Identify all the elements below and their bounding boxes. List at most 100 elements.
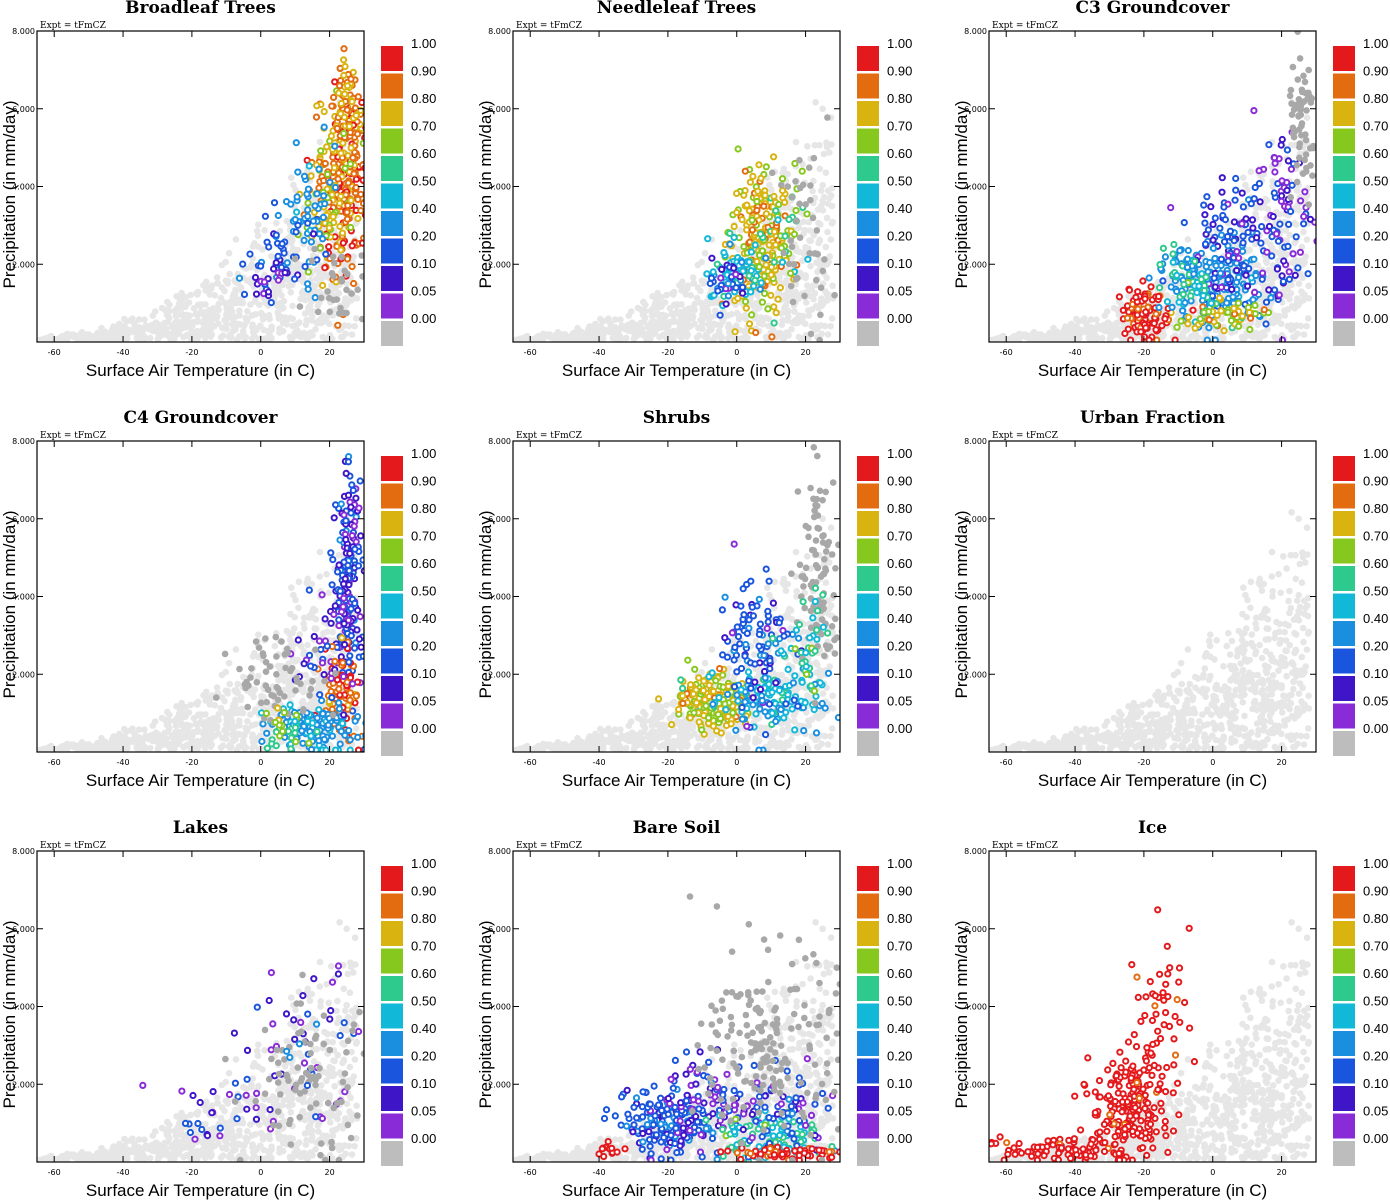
background-point: [289, 245, 297, 253]
background-point: [135, 316, 143, 323]
data-point: [717, 274, 725, 282]
data-point: [1184, 313, 1193, 321]
colorbar-swatch: [857, 101, 879, 126]
data-point: [770, 303, 778, 311]
background-point: [244, 308, 251, 315]
data-point: [292, 139, 300, 147]
background-point: [279, 281, 287, 289]
panel-title: C4 Groundcover: [123, 408, 278, 428]
background-point: [801, 249, 809, 257]
background-point: [317, 316, 324, 323]
background-point: [649, 293, 656, 300]
data-point: [1168, 303, 1176, 311]
data-point: [1207, 203, 1215, 211]
data-point: [807, 182, 814, 189]
background-point: [705, 321, 712, 329]
data-point: [260, 278, 268, 286]
colorbar-label: 1.00: [1363, 36, 1388, 51]
background-point: [297, 642, 305, 650]
y-axis-label: Precipitation (in mm/day): [0, 100, 19, 288]
data-point: [770, 192, 778, 200]
background-point: [810, 231, 818, 239]
background-point: [817, 261, 824, 268]
x-axis-label: Surface Air Temperature (in C): [86, 361, 315, 380]
data-point: [1183, 255, 1192, 263]
data-point: [293, 208, 301, 216]
background-point: [193, 290, 200, 297]
data-point: [720, 249, 728, 257]
data-point: [1176, 247, 1184, 255]
background-point: [735, 316, 743, 323]
data-point: [1152, 310, 1160, 318]
background-point: [1241, 322, 1248, 330]
background-point: [247, 711, 254, 718]
background-point: [353, 295, 361, 302]
background-point: [727, 332, 734, 340]
data-point: [1221, 216, 1230, 224]
data-point: [1218, 174, 1226, 182]
data-point: [338, 253, 346, 261]
background-point: [712, 307, 719, 315]
background-point: [682, 306, 689, 314]
background-point: [701, 304, 709, 312]
background-point: [669, 290, 676, 297]
data-point: [343, 106, 351, 114]
background-point: [219, 324, 226, 332]
data-point: [810, 154, 818, 162]
data-point: [726, 229, 734, 237]
colorbar-swatch: [381, 183, 403, 209]
background-point: [802, 272, 809, 279]
background-point: [1020, 331, 1027, 338]
background-point: [1303, 322, 1310, 330]
data-point: [752, 329, 760, 337]
background-point: [154, 736, 162, 743]
data-point: [304, 206, 312, 214]
background-point: [991, 336, 998, 342]
data-point: [746, 178, 755, 186]
data-point: [807, 330, 815, 338]
background-point: [614, 329, 622, 336]
background-point: [733, 322, 740, 330]
colorbar-swatch: [381, 128, 403, 154]
data-point: [311, 202, 319, 210]
data-point: [1292, 233, 1300, 241]
data-point: [731, 328, 739, 336]
background-point: [265, 336, 272, 342]
background-point: [815, 219, 822, 227]
background-point: [1034, 333, 1041, 341]
data-point: [1299, 170, 1307, 177]
background-point: [348, 331, 356, 338]
background-point: [1303, 114, 1311, 121]
data-point: [1302, 151, 1310, 158]
data-point: [337, 192, 345, 200]
background-point: [328, 282, 335, 289]
data-point: [780, 249, 787, 257]
data-point: [1304, 95, 1311, 103]
data-point: [1230, 237, 1238, 245]
background-point: [631, 332, 639, 339]
data-point: [1234, 299, 1243, 307]
background-point: [676, 320, 683, 327]
data-point: [1270, 154, 1279, 162]
data-point: [1280, 257, 1288, 265]
background-point: [741, 336, 748, 342]
background-point: [1069, 330, 1077, 337]
data-point: [778, 181, 785, 189]
data-point: [1295, 126, 1303, 133]
data-point: [330, 273, 337, 280]
data-point: [1193, 289, 1201, 297]
data-point: [1278, 272, 1286, 280]
data-point: [325, 224, 333, 232]
colorbar-label: 0.00: [887, 311, 912, 326]
data-point: [304, 212, 312, 220]
background-point: [708, 313, 715, 320]
background-point: [265, 311, 273, 319]
data-point: [778, 258, 787, 266]
data-point: [251, 273, 260, 282]
data-point: [328, 102, 336, 110]
background-point: [151, 718, 159, 725]
background-point: [768, 186, 775, 194]
background-point: [809, 187, 816, 195]
data-point: [336, 199, 344, 207]
y-tick-label: 4.000: [964, 183, 987, 192]
